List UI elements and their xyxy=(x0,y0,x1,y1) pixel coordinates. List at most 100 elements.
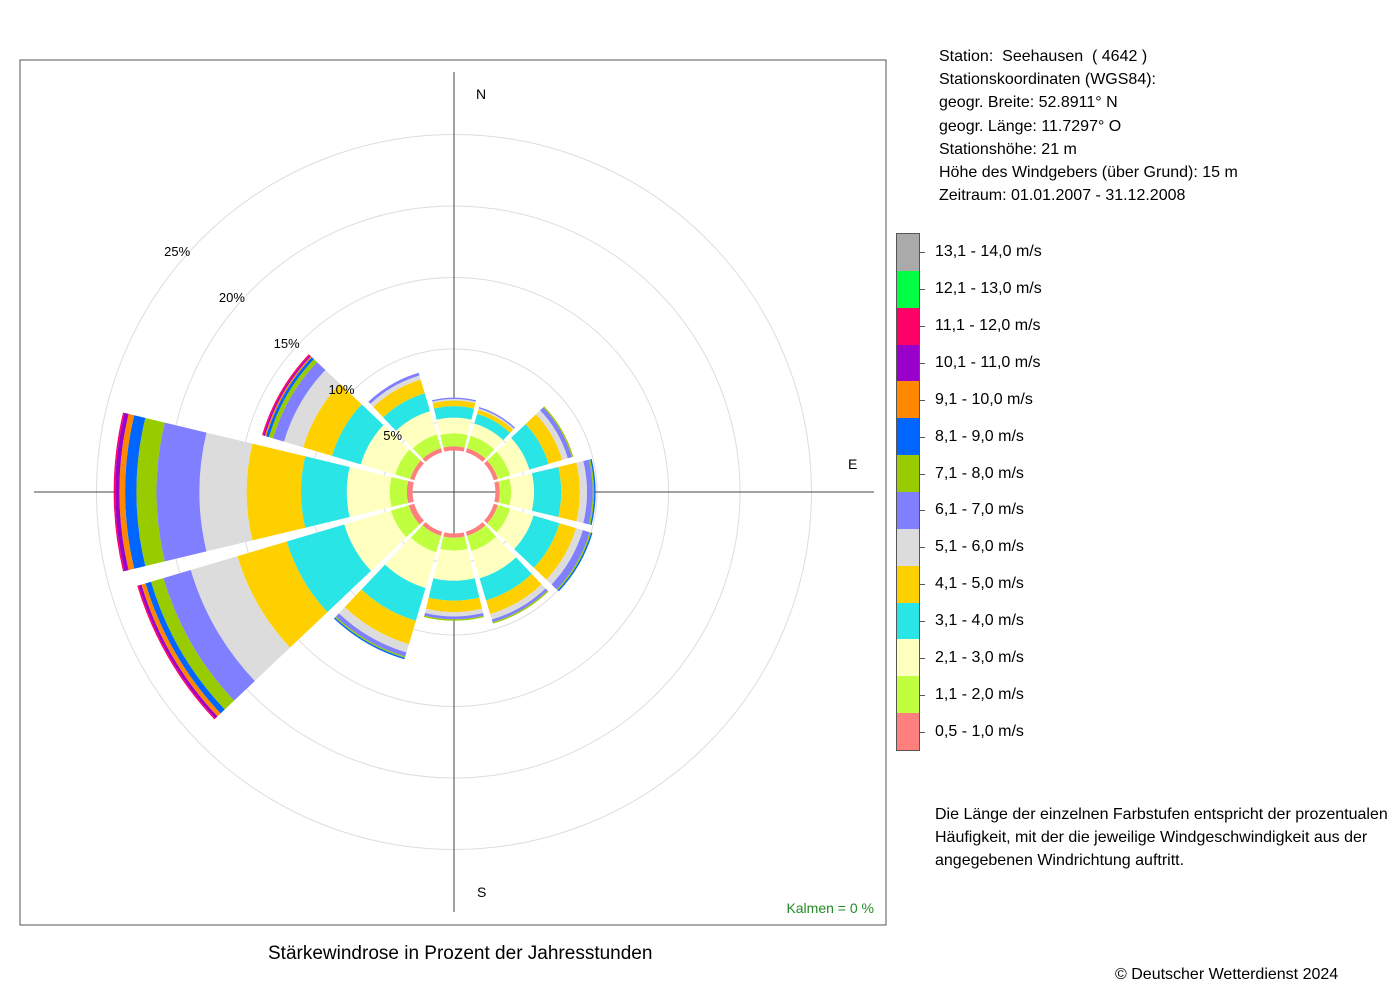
legend-label: 1,1 - 2,0 m/s xyxy=(935,685,1024,703)
legend-swatch xyxy=(897,492,919,530)
sector-segment xyxy=(199,432,253,552)
radial-tick-label: 15% xyxy=(274,336,300,351)
sector-segment xyxy=(487,504,511,533)
explanation-note: Die Länge der einzelnen Farbstufen entsp… xyxy=(935,803,1388,873)
legend-swatch xyxy=(897,381,919,419)
sector-segment xyxy=(496,437,530,476)
legend-tick xyxy=(920,621,925,622)
sector-segment xyxy=(283,369,340,448)
sector-segment xyxy=(424,608,484,617)
station-info: Station: Seehausen ( 4642 ) Stationskoor… xyxy=(939,45,1238,207)
sector-segment xyxy=(432,399,476,404)
legend-swatch xyxy=(897,528,919,567)
legend-label: 9,1 - 10,0 m/s xyxy=(935,390,1033,408)
sector-segment xyxy=(443,532,465,538)
sector-segment xyxy=(113,412,125,572)
sector-segment xyxy=(410,460,424,481)
calms-label: Kalmen = 0 % xyxy=(786,900,874,916)
sector-segment xyxy=(433,549,475,581)
legend-swatch xyxy=(897,344,919,382)
sector-segment xyxy=(115,412,129,572)
legend-tick xyxy=(920,584,925,586)
sector-segment xyxy=(125,415,146,569)
sector-segment xyxy=(431,397,477,402)
station-info-line: Höhe des Windgebers (über Grund): 15 m xyxy=(939,164,1238,182)
sector-segment xyxy=(496,508,534,550)
sector-segment xyxy=(303,383,362,456)
legend-tick xyxy=(920,473,925,475)
legend-label: 3,1 - 4,0 m/s xyxy=(935,612,1024,629)
sector-segment xyxy=(145,581,225,714)
sector-segment xyxy=(440,536,468,551)
legend-tick xyxy=(920,657,925,659)
sector-segment xyxy=(433,406,475,420)
sector-segment xyxy=(163,569,255,701)
legend-tick xyxy=(920,547,925,549)
sector-segment xyxy=(286,524,372,613)
sector-segment xyxy=(370,375,421,407)
sector-segment xyxy=(540,407,572,459)
legend-label: 4,1 - 5,0 m/s xyxy=(935,575,1024,593)
sector-segment xyxy=(237,541,328,648)
sector-segment xyxy=(525,414,563,464)
legend-swatch xyxy=(897,234,919,272)
legend-label: 0,5 - 1,0 m/s xyxy=(935,722,1024,740)
sector-segment xyxy=(440,433,468,448)
sector-segment xyxy=(266,357,314,438)
legend-swatch xyxy=(897,307,919,346)
legend-label: 2,1 - 3,0 m/s xyxy=(935,648,1024,666)
radial-tick-label: 10% xyxy=(328,382,354,397)
sector-segment xyxy=(558,462,580,522)
legend-swatch xyxy=(897,639,919,677)
sector-segment xyxy=(509,473,535,511)
sector-segment xyxy=(583,459,593,525)
sector-segment xyxy=(436,417,472,435)
sector-segment xyxy=(432,400,476,409)
sector-segment xyxy=(551,530,590,590)
sector-segment xyxy=(428,578,480,601)
sector-segment xyxy=(410,525,442,553)
sector-segment xyxy=(300,456,350,528)
legend-tick xyxy=(920,436,925,438)
sector-segment xyxy=(470,423,504,450)
sector-segment xyxy=(546,528,583,585)
sector-segment xyxy=(511,424,549,470)
sector-segment xyxy=(385,537,437,588)
sector-segment xyxy=(486,573,542,615)
legend-swatch xyxy=(897,270,919,309)
copyright: © Deutscher Wetterdienst 2024 xyxy=(1115,966,1339,983)
compass-north-label: N xyxy=(476,86,486,102)
sector-segment xyxy=(491,588,548,623)
sector-segment xyxy=(273,362,326,442)
legend-label: 6,1 - 7,0 m/s xyxy=(935,501,1024,519)
sector-segment xyxy=(368,372,420,404)
sector-segment xyxy=(514,515,560,568)
sector-segment xyxy=(484,503,498,524)
radial-tick-label: 25% xyxy=(164,244,190,259)
legend-label: 5,1 - 6,0 m/s xyxy=(935,538,1024,556)
sector-segment xyxy=(425,597,483,613)
sector-segment xyxy=(360,425,410,475)
station-info-line: geogr. Breite: 52.8911° N xyxy=(939,94,1118,112)
chart-caption: Stärkewindrose in Prozent der Jahresstun… xyxy=(268,943,653,964)
sector-segment xyxy=(498,478,512,506)
sector-segment xyxy=(535,410,568,460)
note-line: Die Länge der einzelnen Farbstufen entsp… xyxy=(935,806,1388,823)
legend-tick xyxy=(920,399,925,401)
sector-segment xyxy=(576,460,587,524)
sector-segment xyxy=(408,503,424,525)
sector-segment xyxy=(395,411,437,449)
sector-segment xyxy=(424,612,484,620)
sector-segment xyxy=(465,448,486,462)
station-info-line: geogr. Länge: 11.7297° O xyxy=(939,117,1122,135)
sector-segment xyxy=(466,525,497,551)
sector-segment xyxy=(423,615,485,621)
legend-tick xyxy=(920,289,925,291)
legend-tick xyxy=(920,731,925,733)
sector-segment xyxy=(346,466,392,518)
sector-segment xyxy=(156,422,207,562)
sector-segment xyxy=(588,459,595,525)
sector-segment xyxy=(466,435,495,459)
sector-segment xyxy=(389,476,409,508)
